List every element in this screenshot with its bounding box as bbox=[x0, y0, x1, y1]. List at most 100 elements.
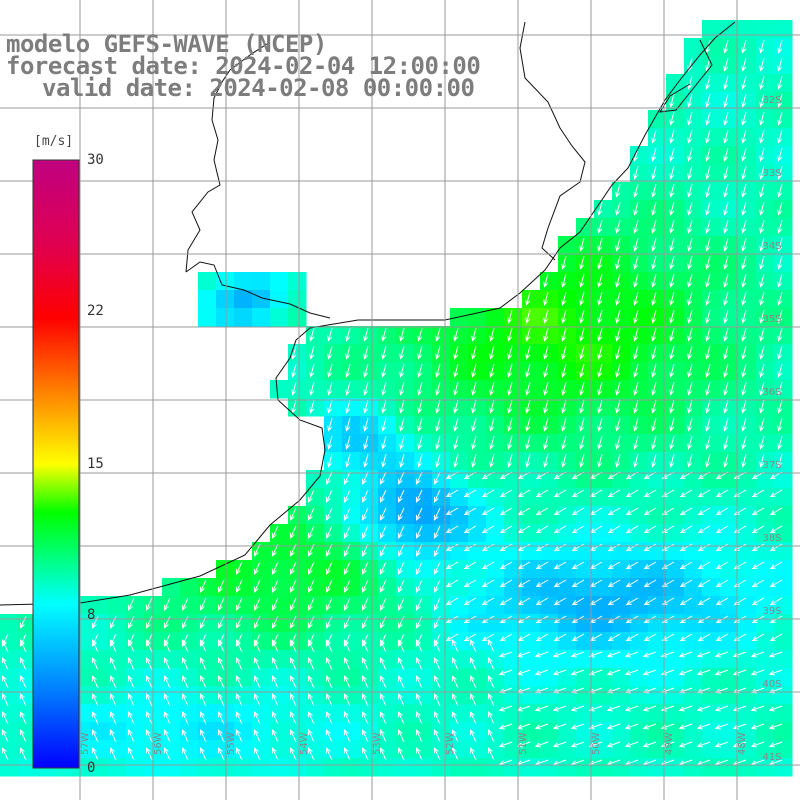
wind-cell bbox=[756, 398, 775, 417]
wind-arrow bbox=[127, 693, 135, 707]
wind-cell bbox=[558, 722, 577, 741]
wind-cell bbox=[540, 434, 559, 453]
wind-cell bbox=[684, 272, 703, 291]
wind-cell bbox=[720, 614, 739, 633]
wind-cell bbox=[234, 578, 253, 597]
wind-arrow bbox=[109, 747, 117, 761]
wind-arrow bbox=[588, 705, 603, 712]
wind-arrow bbox=[777, 453, 783, 468]
wind-arrow bbox=[552, 723, 567, 730]
wind-arrow bbox=[588, 651, 603, 658]
wind-arrow bbox=[517, 525, 531, 534]
wind-arrow bbox=[633, 363, 639, 378]
wind-cell bbox=[504, 542, 523, 561]
wind-cell bbox=[702, 200, 721, 219]
wind-arrow bbox=[325, 597, 333, 611]
wind-cell bbox=[738, 326, 757, 345]
wind-cell bbox=[594, 524, 613, 543]
wind-cell bbox=[126, 596, 145, 615]
wind-cell bbox=[270, 560, 289, 579]
wind-cell bbox=[684, 128, 703, 147]
wind-cell bbox=[720, 668, 739, 687]
wind-cell bbox=[396, 362, 415, 381]
wind-cell bbox=[774, 290, 793, 309]
wind-cell bbox=[684, 542, 703, 561]
colorbar-tick: 15 bbox=[87, 456, 104, 472]
wind-arrow bbox=[597, 219, 603, 234]
wind-cell bbox=[720, 416, 739, 435]
wind-cell bbox=[252, 272, 271, 291]
wind-arrow bbox=[759, 345, 765, 360]
wind-cell bbox=[396, 488, 415, 507]
wind-cell bbox=[306, 758, 325, 777]
lat-label: 39S bbox=[762, 606, 781, 617]
wind-arrow bbox=[469, 639, 477, 653]
wind-cell bbox=[612, 236, 631, 255]
wind-cell bbox=[774, 740, 793, 759]
wind-arrow bbox=[714, 741, 729, 748]
wind-arrow bbox=[499, 561, 513, 570]
wind-cell bbox=[756, 200, 775, 219]
wind-arrow bbox=[91, 747, 99, 761]
wind-cell bbox=[504, 326, 523, 345]
wind-arrow bbox=[127, 597, 135, 611]
wind-arrow bbox=[379, 471, 387, 485]
wind-arrow bbox=[607, 489, 621, 498]
wind-cell bbox=[522, 758, 541, 777]
wind-arrow bbox=[651, 201, 657, 216]
wind-cell bbox=[684, 434, 703, 453]
wind-arrow bbox=[669, 309, 675, 324]
wind-arrow bbox=[759, 255, 765, 270]
wind-arrow bbox=[687, 345, 693, 360]
wind-arrow bbox=[705, 129, 711, 144]
wind-cell bbox=[612, 560, 631, 579]
wind-cell bbox=[720, 380, 739, 399]
wind-arrow bbox=[361, 729, 369, 743]
wind-arrow bbox=[397, 657, 405, 671]
wind-cell bbox=[522, 596, 541, 615]
wind-arrow bbox=[543, 327, 549, 342]
wind-arrow bbox=[625, 597, 639, 606]
wind-cell bbox=[738, 416, 757, 435]
wind-cell bbox=[738, 74, 757, 93]
wind-cell bbox=[360, 326, 379, 345]
wind-arrow bbox=[714, 669, 729, 676]
wind-arrow bbox=[723, 417, 729, 432]
wind-arrow bbox=[451, 657, 459, 671]
wind-arrow bbox=[361, 711, 369, 725]
wind-cell bbox=[702, 740, 721, 759]
wind-cell bbox=[486, 614, 505, 633]
wind-cell bbox=[666, 596, 685, 615]
coast-line bbox=[659, 39, 713, 113]
wind-arrow bbox=[723, 183, 729, 198]
wind-arrow bbox=[697, 633, 711, 642]
wind-arrow bbox=[769, 597, 783, 606]
wind-arrow bbox=[768, 723, 783, 730]
wind-arrow bbox=[696, 651, 711, 658]
wind-cell bbox=[468, 398, 487, 417]
wind-cell bbox=[558, 740, 577, 759]
wind-arrow bbox=[633, 273, 639, 288]
wind-arrow bbox=[643, 489, 657, 498]
wind-cell bbox=[648, 632, 667, 651]
wind-cell bbox=[270, 290, 289, 309]
wind-arrow bbox=[217, 747, 225, 761]
wind-cell bbox=[324, 362, 343, 381]
wind-arrow bbox=[453, 399, 459, 414]
wind-arrow bbox=[181, 657, 189, 671]
wind-cell bbox=[666, 200, 685, 219]
wind-arrow bbox=[397, 693, 405, 707]
wind-cell bbox=[198, 758, 217, 777]
wind-cell bbox=[648, 506, 667, 525]
wind-cell bbox=[612, 182, 631, 201]
wind-cell bbox=[504, 614, 523, 633]
wind-cell bbox=[630, 164, 649, 183]
wind-cell bbox=[774, 434, 793, 453]
wind-cell bbox=[738, 578, 757, 597]
wind-arrow bbox=[607, 543, 621, 552]
wind-arrow bbox=[217, 711, 225, 725]
wind-arrow bbox=[669, 417, 675, 432]
wind-cell bbox=[576, 632, 595, 651]
wind-arrow bbox=[741, 435, 747, 450]
wind-arrow bbox=[507, 453, 513, 468]
